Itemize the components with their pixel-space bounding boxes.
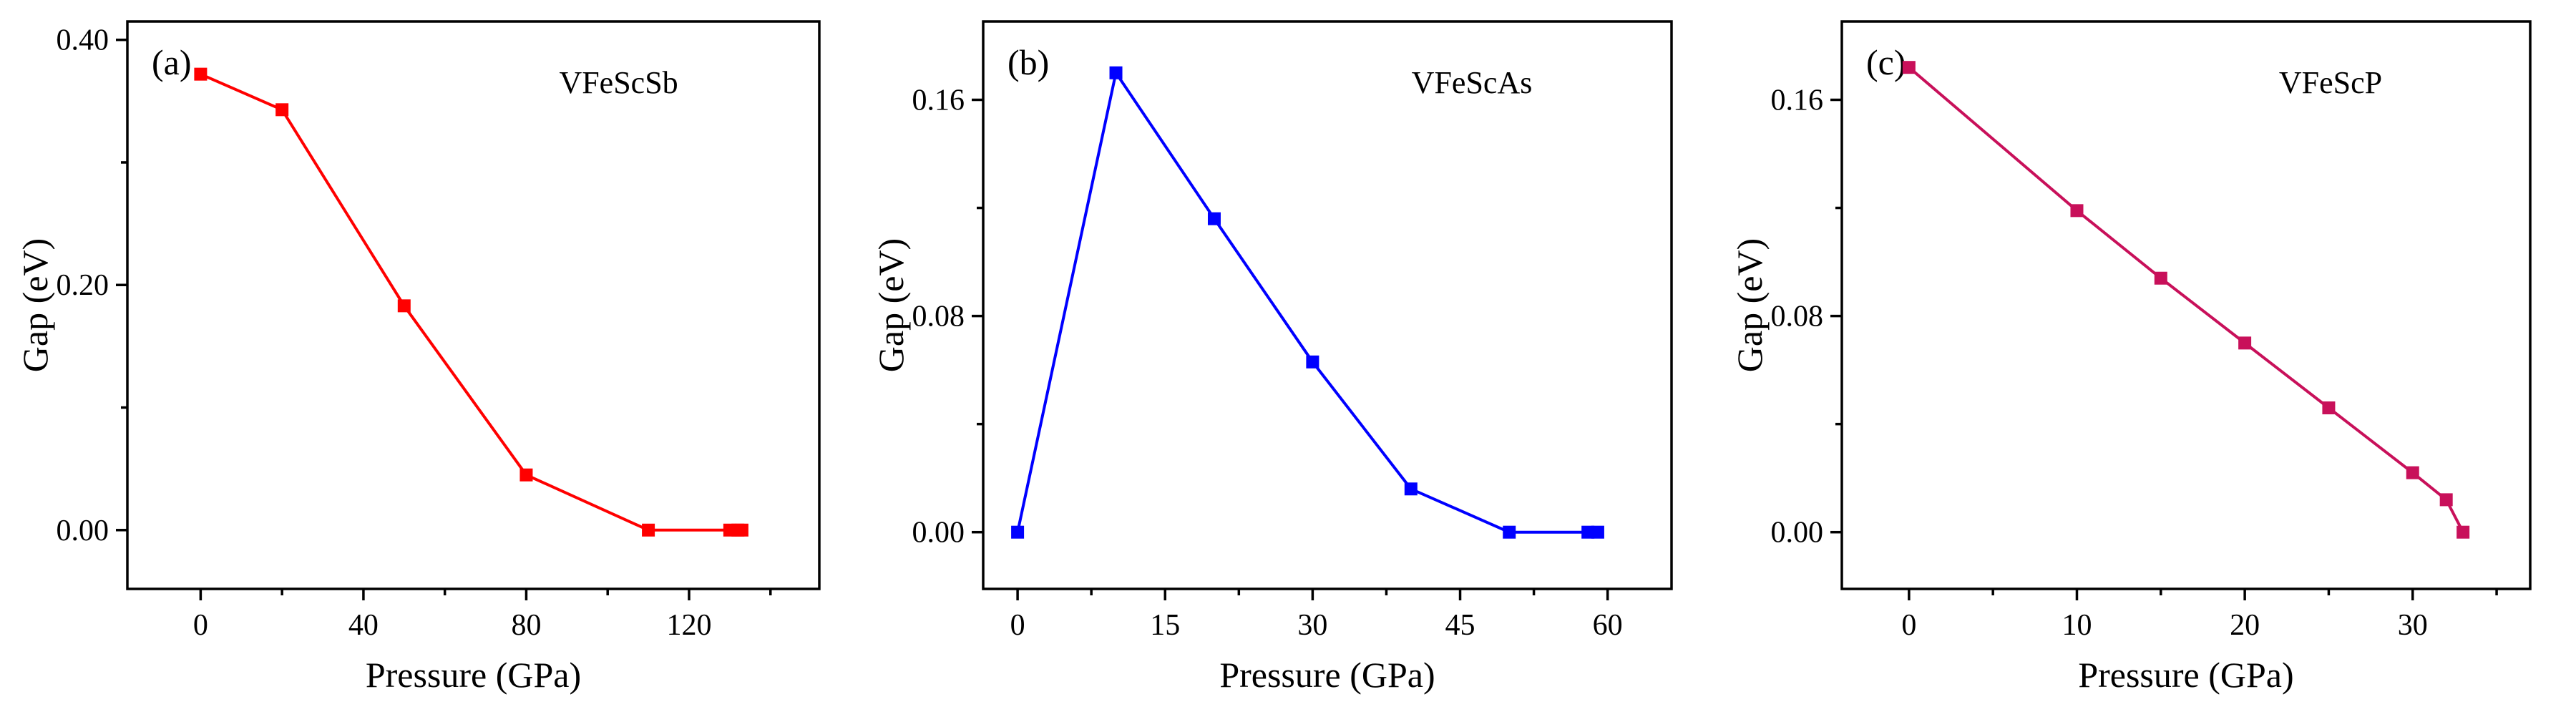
panel-b-title: VFeScAs (1412, 65, 1533, 100)
panel-b-data-point (1207, 212, 1221, 225)
panel-b-plot-frame (982, 20, 1673, 590)
panel-a-x-tick-label: 120 (666, 609, 711, 642)
panel-b-series-line (1016, 69, 1598, 534)
panel-b-data-point (1404, 482, 1418, 496)
panel-b-x-tick-label: 45 (1445, 609, 1475, 642)
panel-c-data-point (2070, 204, 2084, 218)
panel-a-y-tick-label: 0.00 (57, 514, 109, 547)
panel-b-y-tick-label: 0.08 (912, 301, 965, 333)
panel-c-x-axis-label: Pressure (GPa) (2078, 655, 2293, 695)
panel-b-x-tick-label: 15 (1150, 609, 1180, 642)
panel-c-x-tick-label: 20 (2230, 609, 2260, 642)
panel-c-series-line (1908, 66, 2464, 533)
panel-a-y-axis-label: Gap (eV) (15, 238, 55, 372)
panel-a-data-point (642, 523, 655, 537)
panel-b-tag: (b) (1008, 42, 1049, 82)
panel-c-y-tick-label: 0.08 (1771, 301, 1824, 333)
panel-a-x-tick-label: 80 (511, 609, 541, 642)
panel-a-data-point (275, 103, 289, 117)
panel-c: 0 10 20 30 0.00 0.08 0.16 Pressure (GPa) Gap (eV… (1729, 20, 2532, 695)
panel-a-data-point (397, 299, 411, 313)
panel-c-y-tick-label: 0.00 (1771, 517, 1824, 550)
panel-c-tag: (c) (1866, 42, 1906, 82)
panel-a-x-tick-label: 40 (348, 609, 379, 642)
panel-a-tag: (a) (152, 42, 192, 82)
panel-c-data-point (2457, 525, 2470, 539)
panel-a-data-point (519, 468, 533, 482)
panel-b-y-tick-label: 0.00 (912, 517, 965, 550)
panel-c-y-axis-label: Gap (eV) (1729, 238, 1770, 372)
panel-a-data-point (735, 523, 748, 537)
panel-a-series-line (200, 72, 742, 532)
panel-b-x-tick-label: 0 (1010, 609, 1025, 642)
panel-c-title: VFeScP (2279, 65, 2382, 100)
panel-b-data-point (1581, 525, 1595, 539)
panel-a-x-axis-label: Pressure (GPa) (366, 655, 581, 695)
panel-c-data-point (2439, 493, 2453, 507)
panel-c-x-tick-label: 10 (2062, 609, 2092, 642)
panel-c-data-point (2154, 271, 2167, 285)
panel-a-data-point (194, 67, 208, 81)
panel-a-x-tick-label: 0 (193, 609, 208, 642)
panel-b-data-point (1011, 525, 1025, 539)
panel-b: 0 15 30 45 60 0.00 0.08 0.16 Pressure (GPa) Gap (… (871, 20, 1673, 695)
panel-b-data-point (1109, 66, 1123, 79)
panel-c-x-tick-label: 30 (2398, 609, 2428, 642)
panel-c-data-point (2238, 336, 2252, 350)
panel-b-x-tick-label: 30 (1297, 609, 1327, 642)
panel-b-data-point (1591, 525, 1604, 539)
panel-b-x-axis-label: Pressure (GPa) (1219, 655, 1435, 695)
panel-a-plot-frame (126, 20, 821, 590)
panel-c-data-point (2406, 466, 2419, 479)
panel-b-x-tick-label: 60 (1593, 609, 1623, 642)
panel-c-data-point (1902, 61, 1916, 74)
panel-c-x-tick-label: 0 (1901, 609, 1916, 642)
panel-b-y-tick-label: 0.16 (912, 84, 965, 117)
panel-b-data-point (1306, 355, 1319, 369)
panel-b-data-point (1503, 525, 1516, 539)
panel-c-data-point (2322, 401, 2336, 414)
panel-c-y-tick-label: 0.16 (1771, 84, 1824, 117)
panel-a: 0 40 80 120 0.00 0.20 0.40 Pressure (GPa) Gap (e… (15, 20, 821, 695)
panel-c-plot-frame (1840, 20, 2532, 590)
panel-a-title: VFeScSb (559, 65, 678, 100)
panel-a-y-tick-label: 0.40 (57, 24, 109, 57)
panel-a-y-tick-label: 0.20 (57, 269, 109, 302)
panel-b-y-axis-label: Gap (eV) (871, 238, 911, 372)
